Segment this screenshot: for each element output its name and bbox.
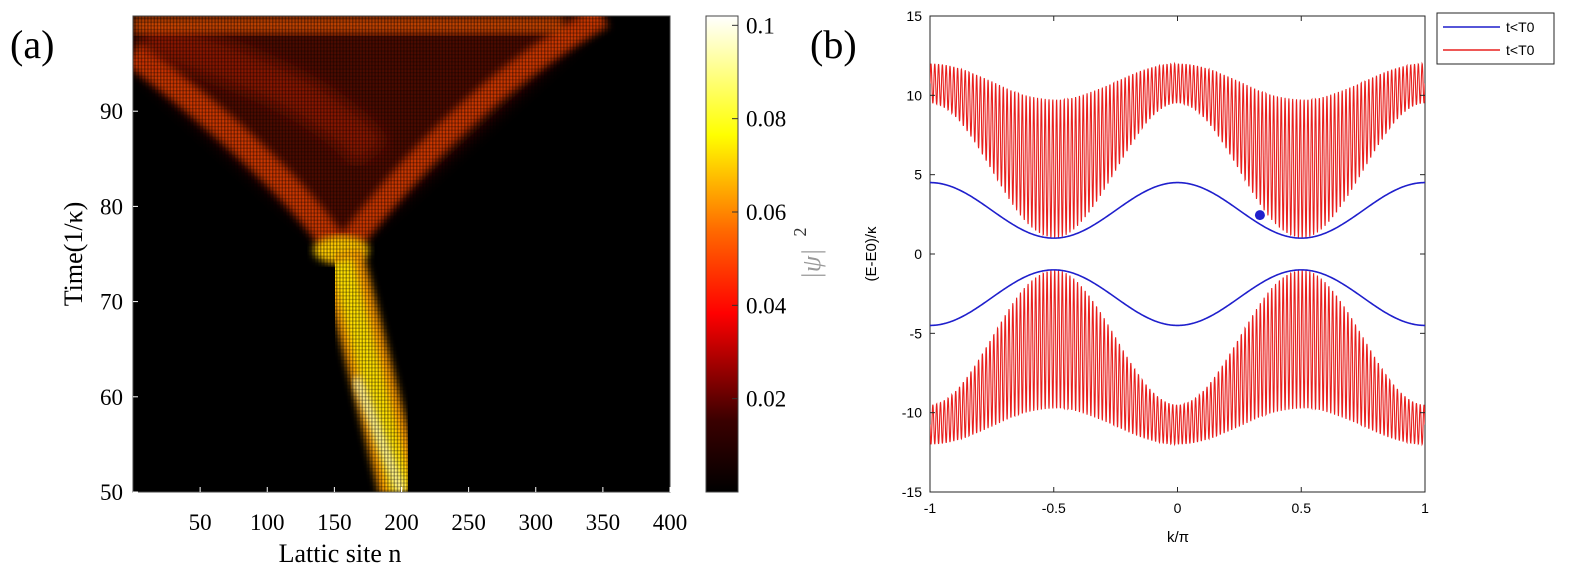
time-texture — [133, 16, 670, 492]
panel-a-label: (a) — [10, 22, 54, 67]
colorbar-tick-label: 0.06 — [746, 200, 786, 225]
heatmap-intensity — [133, 16, 670, 492]
colorbar-tick-label: 0.02 — [746, 387, 786, 412]
series-blue-lower — [930, 269, 1425, 327]
heatmap-y-tick-label: 70 — [100, 290, 123, 315]
legend: t<T0 t<T0 — [1436, 12, 1555, 65]
line-plot-x-tick-label: 0 — [1174, 500, 1182, 516]
colorbar-tick-label: 0.1 — [746, 13, 775, 38]
heatmap-x-tick-label: 300 — [519, 510, 554, 535]
heatmap-x-axis-label: Lattic site n — [279, 539, 402, 568]
heatmap-x-tick-label: 350 — [586, 510, 621, 535]
colorbar-tick-label: 0.08 — [746, 107, 786, 132]
panel-a: (a) 50 100 150 200 250 300 350 400 50 60 70 80 90 La… — [10, 13, 826, 568]
legend-box — [1436, 12, 1555, 65]
line-plot-y-tick-label: 15 — [906, 8, 922, 24]
colorbar-ticks: 0.02 0.04 0.06 0.08 0.1 — [732, 13, 787, 412]
series-red-lower — [930, 270, 1425, 446]
heatmap-x-tick-label: 50 — [189, 510, 212, 535]
heatmap-y-tick-label: 80 — [100, 194, 123, 219]
line-plot-y-axis-label: (E-E0)/κ — [863, 226, 880, 282]
colorbar — [705, 15, 739, 493]
line-plot-x-tick-label: 0.5 — [1292, 500, 1312, 516]
line-plot-x-tick-label: 1 — [1421, 500, 1429, 516]
heatmap-plot — [133, 16, 670, 492]
panel-b-label: (b) — [810, 22, 857, 67]
state-marker — [1254, 210, 1265, 221]
colorbar-label: |ψ| 2 — [790, 228, 826, 280]
legend-entry-blue: t<T0 — [1506, 19, 1535, 35]
line-plot-y-tick-label: -5 — [910, 325, 923, 341]
line-plot-y-tick-label: 10 — [906, 87, 922, 103]
heatmap-x-tick-label: 400 — [653, 510, 688, 535]
heatmap-y-tick-label: 60 — [100, 385, 123, 410]
heatmap-x-tick-label: 200 — [384, 510, 419, 535]
colorbar-label-base: |ψ| — [797, 249, 826, 279]
line-plot-y-tick-label: -15 — [902, 484, 922, 500]
line-plot-y-tick-label: 0 — [914, 246, 922, 262]
heatmap-y-axis-label: Time(1/κ) — [59, 202, 88, 307]
heatmap-x-tick-label: 250 — [451, 510, 486, 535]
line-plot-y-tick-label: 5 — [914, 167, 922, 183]
colorbar-label-exponent: 2 — [790, 228, 810, 237]
series-red-upper — [930, 62, 1425, 238]
line-plot-x-tick-label: -1 — [924, 500, 937, 516]
line-plot-x-axis-label: k/π — [1167, 529, 1189, 546]
line-plot-y-tick-label: -10 — [902, 405, 922, 421]
heatmap-y-tick-label: 50 — [100, 480, 123, 505]
panel-b: (b) -1 -0.5 0 0.5 1 -15 -10 -5 0 5 10 15 k/π (E-E0)… — [810, 8, 1555, 546]
legend-entry-red: t<T0 — [1506, 42, 1535, 58]
heatmap-y-tick-label: 90 — [100, 99, 123, 124]
line-plot-ticks: -1 -0.5 0 0.5 1 -15 -10 -5 0 5 10 15 — [902, 8, 1429, 516]
colorbar-tick-label: 0.04 — [746, 293, 787, 318]
heatmap-ticks: 50 100 150 200 250 300 350 400 50 60 70 80 90 — [100, 99, 687, 535]
series-blue-upper — [930, 181, 1425, 239]
heatmap-x-tick-label: 150 — [317, 510, 352, 535]
heatmap-x-tick-label: 100 — [250, 510, 285, 535]
line-plot-x-tick-label: -0.5 — [1042, 500, 1066, 516]
line-plot-area — [930, 62, 1425, 446]
